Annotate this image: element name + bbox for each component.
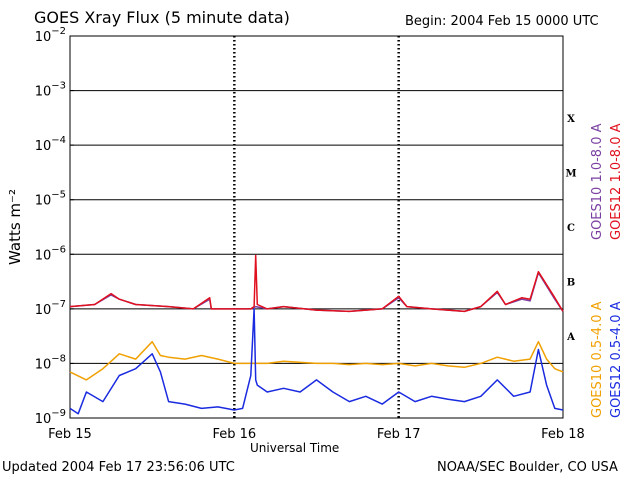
x-tick-label: Feb 16	[212, 427, 256, 442]
series-layer	[69, 254, 564, 415]
credit-label: NOAA/SEC Boulder, CO USA	[437, 460, 618, 475]
flare-class-m: M	[565, 168, 576, 179]
flare-class-b: B	[567, 278, 575, 289]
y-tick-label: 10−2	[35, 26, 66, 45]
flare-class-c: C	[567, 223, 575, 234]
legend-goes10-long: GOES10 1.0-8.0 A	[590, 123, 605, 240]
plot-frame	[69, 35, 564, 419]
flare-class-a: A	[566, 332, 575, 343]
flare-class-x: X	[567, 114, 575, 125]
legend-goes12-short: GOES12 0.5-4.0 A	[609, 301, 624, 418]
y-tick-label: 10−5	[35, 190, 66, 209]
legend-goes12-long: GOES12 1.0-8.0 A	[609, 123, 624, 240]
y-tick-labels: 10−2 10−3 10−4 10−5 10−6 10−7 10−8 10−9	[35, 26, 74, 427]
y-tick-label: 10−7	[35, 299, 66, 318]
plot-border	[69, 35, 564, 419]
legend-goes10-short: GOES10 0.5-4.0 A	[590, 301, 605, 418]
x-tick-label: Feb 17	[377, 427, 421, 442]
series-line-2	[69, 254, 564, 313]
series-line-3	[69, 340, 564, 381]
flare-class-labels: X M C B A	[565, 114, 576, 343]
x-axis-label: Universal Time	[250, 441, 340, 455]
y-tick-label: 10−8	[35, 353, 66, 372]
begin-label: Begin: 2004 Feb 15 0000 UTC	[405, 14, 599, 29]
y-tick-label: 10−9	[35, 408, 66, 427]
updated-timestamp: Updated 2004 Feb 17 23:56:06 UTC	[2, 460, 235, 475]
x-tick-label: Feb 18	[541, 427, 585, 442]
chart-title: GOES Xray Flux (5 minute data)	[34, 8, 290, 27]
x-tick-labels: Feb 15 Feb 16 Feb 17 Feb 18	[48, 427, 585, 442]
y-tick-label: 10−4	[35, 135, 66, 154]
y-tick-label: 10−3	[35, 81, 66, 100]
y-tick-label: 10−6	[35, 244, 66, 263]
x-tick-label: Feb 15	[48, 427, 92, 442]
series-line-4	[69, 308, 564, 415]
y-axis-label: Watts m⁻²	[6, 189, 24, 265]
